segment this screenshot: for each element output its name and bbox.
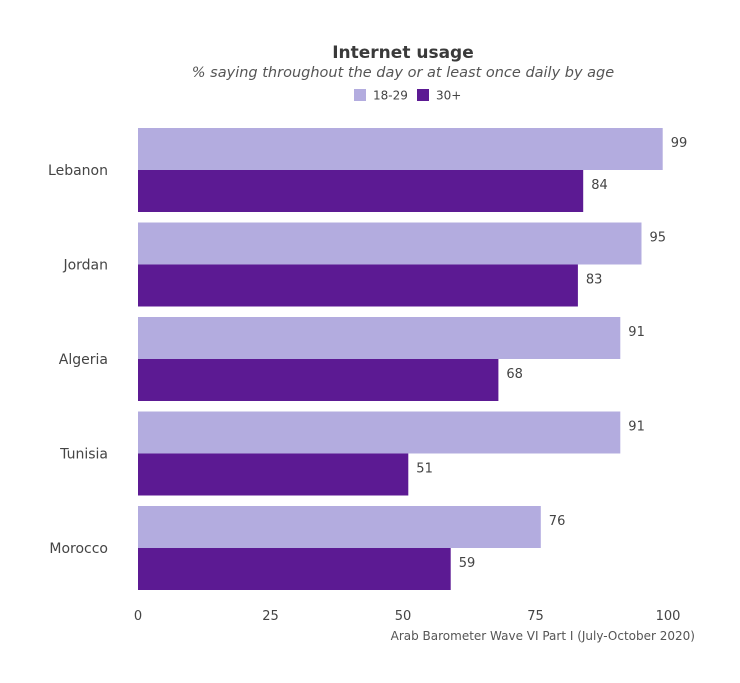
- category-label: Morocco: [49, 541, 108, 557]
- bar-tunisia-18-29: [138, 411, 621, 454]
- chart-title: Internet usage: [332, 43, 474, 63]
- legend-label-18-29: 18-29: [373, 89, 408, 103]
- bar-tunisia-30+: [138, 453, 409, 496]
- data-label: 91: [628, 420, 645, 435]
- category-label: Jordan: [62, 258, 108, 274]
- category-label: Tunisia: [59, 447, 108, 463]
- bar-jordan-30+: [138, 264, 578, 307]
- x-axis-ticks: 0 25 50 75 100: [134, 609, 681, 624]
- legend: 18-29 30+: [354, 89, 461, 103]
- data-label: 59: [459, 556, 476, 571]
- x-tick-label: 100: [656, 609, 681, 624]
- legend-swatch-30+: [417, 89, 429, 101]
- data-label: 76: [549, 514, 566, 529]
- bar-lebanon-30+: [138, 170, 584, 212]
- category-label: Lebanon: [48, 163, 108, 179]
- bar-morocco-18-29: [138, 506, 541, 548]
- bar-jordan-18-29: [138, 222, 642, 265]
- data-label: 91: [628, 325, 645, 340]
- source-note: Arab Barometer Wave VI Part I (July-Octo…: [391, 629, 695, 643]
- x-tick-label: 25: [262, 609, 279, 624]
- legend-label-30+: 30+: [436, 89, 461, 103]
- data-label: 83: [586, 273, 603, 288]
- bar-algeria-18-29: [138, 317, 621, 359]
- x-tick-label: 0: [134, 609, 142, 624]
- chart-subtitle: % saying throughout the day or at least …: [192, 65, 614, 81]
- x-tick-label: 75: [527, 609, 544, 624]
- data-label: 51: [416, 462, 433, 477]
- bar-morocco-30+: [138, 548, 451, 590]
- bar-algeria-30+: [138, 359, 499, 401]
- bars: 99 84 95 83 91 68 91 51 76 59: [138, 128, 687, 590]
- data-label: 84: [591, 178, 608, 193]
- data-label: 99: [671, 136, 688, 151]
- x-tick-label: 50: [395, 609, 412, 624]
- category-labels: Lebanon Jordan Algeria Tunisia Morocco: [48, 163, 108, 557]
- bar-lebanon-18-29: [138, 128, 663, 170]
- data-label: 68: [506, 367, 523, 382]
- legend-swatch-18-29: [354, 89, 366, 101]
- category-label: Algeria: [59, 352, 108, 368]
- data-label: 95: [650, 231, 667, 246]
